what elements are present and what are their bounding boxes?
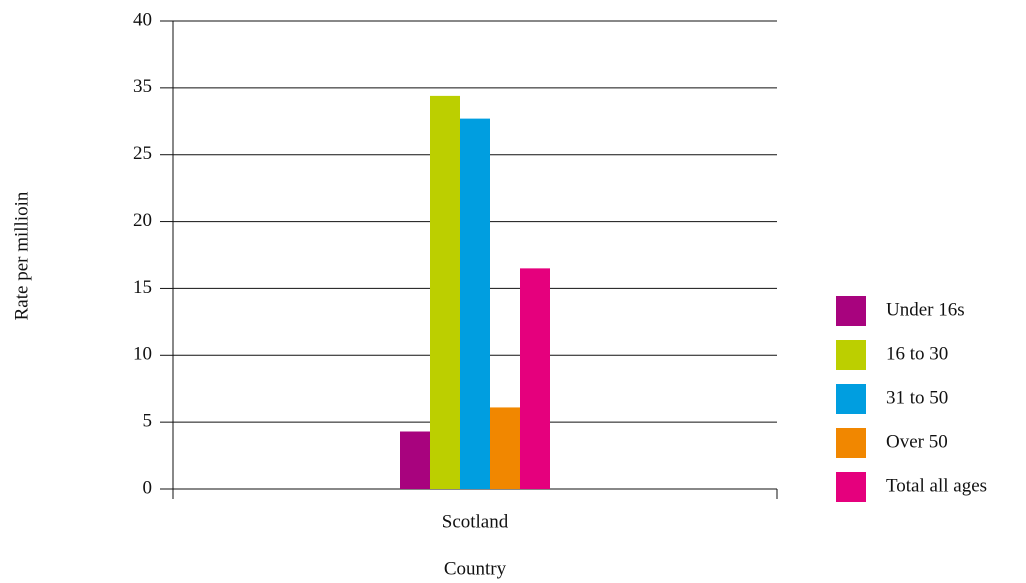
legend-label: Over 50 [886,431,948,452]
y-tick-label: 20 [133,210,152,231]
y-tick-label: 40 [133,9,152,30]
y-tick-label: 35 [133,76,152,97]
legend-swatch [836,384,866,414]
y-tick-label: 5 [143,411,153,432]
legend-swatch [836,340,866,370]
y-tick-label: 10 [133,344,152,365]
bar [490,407,520,489]
x-tick-label: Scotland [442,511,509,532]
legend-label: 31 to 50 [886,387,948,408]
legend-label: Total all ages [886,475,987,496]
y-tick-label: 0 [143,477,153,498]
legend-label: Under 16s [886,299,965,320]
y-tick-label: 25 [133,143,152,164]
legend-swatch [836,428,866,458]
bar [430,95,460,489]
bar [460,118,490,490]
y-tick-label: 15 [133,277,152,298]
legend-swatch [836,296,866,326]
bar [520,268,550,489]
legend-swatch [836,472,866,502]
x-axis-label: Country [444,558,507,579]
legend-label: 16 to 30 [886,343,948,364]
y-axis-label: Rate per millioin [11,191,32,320]
bar [400,431,430,489]
